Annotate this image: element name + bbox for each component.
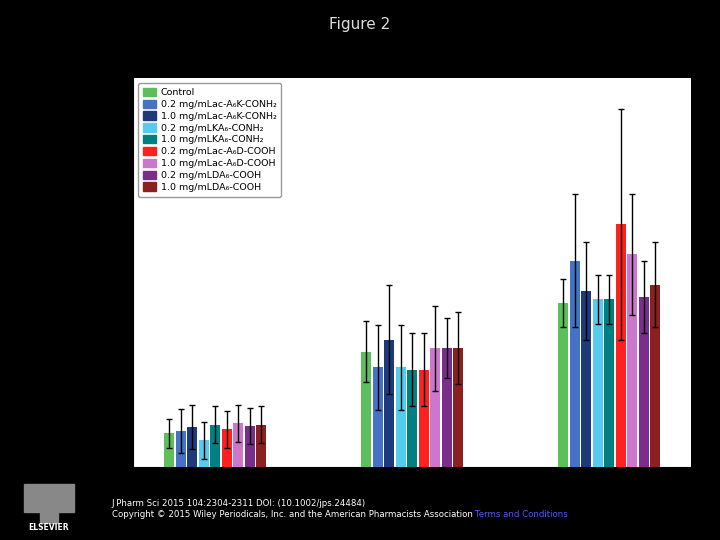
Bar: [604, 299, 614, 467]
Bar: [384, 340, 395, 467]
Bar: [593, 299, 603, 467]
Bar: [396, 367, 406, 467]
Bar: [245, 426, 255, 467]
Bar: [570, 261, 580, 467]
Bar: [616, 224, 626, 467]
Bar: [639, 297, 649, 467]
Bar: [627, 254, 637, 467]
Legend: Control, 0.2 mg/mLac-A₆K-CONH₂, 1.0 mg/mLac-A₆K-CONH₂, 0.2 mg/mLKA₆-CONH₂, 1.0 m: Control, 0.2 mg/mLac-A₆K-CONH₂, 1.0 mg/m…: [138, 83, 282, 197]
Bar: [187, 427, 197, 467]
Bar: [418, 370, 428, 467]
Bar: [222, 429, 232, 467]
Bar: [581, 291, 591, 467]
Bar: [199, 441, 209, 467]
Text: Copyright © 2015 Wiley Periodicals, Inc. and the American Pharmacists Associatio: Copyright © 2015 Wiley Periodicals, Inc.…: [112, 510, 475, 518]
Bar: [164, 433, 174, 467]
Bar: [407, 370, 418, 467]
Bar: [256, 424, 266, 467]
Bar: [373, 367, 383, 467]
Bar: [176, 431, 186, 467]
Bar: [40, 511, 58, 523]
Bar: [650, 285, 660, 467]
Text: J Pharm Sci 2015 104:2304-2311 DOI: (10.1002/jps.24484): J Pharm Sci 2015 104:2304-2311 DOI: (10.…: [112, 499, 366, 508]
Bar: [210, 424, 220, 467]
Text: ELSEVIER: ELSEVIER: [29, 523, 69, 532]
Bar: [24, 484, 74, 512]
Bar: [441, 348, 451, 467]
Bar: [453, 348, 463, 467]
Bar: [361, 352, 372, 467]
Bar: [558, 303, 568, 467]
Text: Figure 2: Figure 2: [329, 17, 391, 32]
Bar: [430, 348, 440, 467]
Bar: [233, 423, 243, 467]
Y-axis label: Cells/well: Cells/well: [52, 240, 66, 306]
Text: Terms and Conditions: Terms and Conditions: [475, 510, 568, 518]
